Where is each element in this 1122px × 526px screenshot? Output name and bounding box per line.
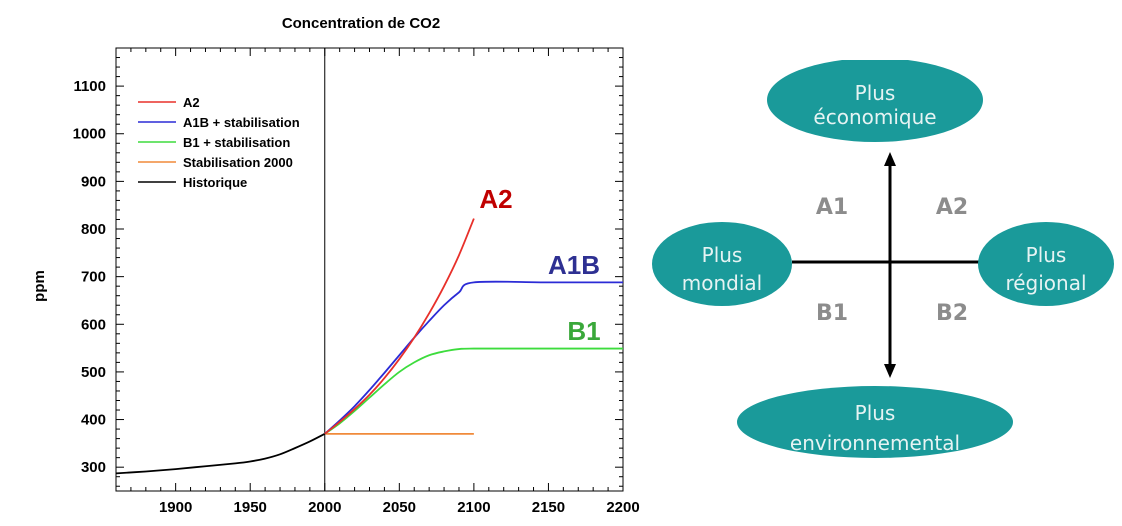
x-axis: 1900 1950 2000 2050 2100 2150 2200 xyxy=(115,48,640,516)
legend-entry: A2 xyxy=(183,95,200,110)
oval-bottom-line1: Plus xyxy=(855,401,896,425)
y-tick-label: 1000 xyxy=(73,126,106,143)
oval-left-line1: Plus xyxy=(702,243,743,267)
x-tick-label: 1900 xyxy=(159,499,192,516)
oval-bottom-shape xyxy=(737,386,1013,458)
quadrant-b2: B2 xyxy=(936,301,968,326)
legend-entry: Stabilisation 2000 xyxy=(183,155,293,170)
series-lines xyxy=(115,218,623,475)
y-tick-label: 300 xyxy=(81,459,106,476)
legend-entry: B1 + stabilisation xyxy=(183,135,290,150)
chart-title: Concentration de CO2 xyxy=(282,15,440,32)
oval-left-line2: mondial xyxy=(682,271,762,295)
y-tick-label: 700 xyxy=(81,269,106,286)
oval-top-line1: Plus xyxy=(855,81,896,105)
series-line-historique xyxy=(115,433,326,475)
oval-right-shape xyxy=(978,222,1114,306)
legend-entry: A1B + stabilisation xyxy=(183,115,300,130)
series-line-a2 xyxy=(324,218,475,435)
y-tick-label: 400 xyxy=(81,412,106,429)
arrow-down-icon xyxy=(884,364,896,378)
x-tick-label: 2100 xyxy=(457,499,490,516)
y-tick-label: 600 xyxy=(81,316,106,333)
series-label-a2: A2 xyxy=(479,184,512,214)
oval-top-shape xyxy=(767,60,983,142)
series-label-a1b: A1B xyxy=(548,250,600,280)
x-tick-label: 2200 xyxy=(606,499,639,516)
oval-top-line2: économique xyxy=(813,105,936,129)
plot-frame xyxy=(115,47,624,492)
y-tick-label: 900 xyxy=(81,173,106,190)
quadrant-a1: A1 xyxy=(816,195,848,220)
scenario-quadrant-diagram: Plus économique Plus environnemental Plu… xyxy=(652,60,1114,458)
y-tick-label: 800 xyxy=(81,221,106,238)
oval-top: Plus économique xyxy=(767,60,983,142)
oval-right-line1: Plus xyxy=(1026,243,1067,267)
legend: A2 A1B + stabilisation B1 + stabilisation S… xyxy=(138,95,300,190)
oval-left-shape xyxy=(652,222,792,306)
oval-left: Plus mondial xyxy=(652,222,792,306)
legend-entry: Historique xyxy=(183,175,247,190)
y-tick-label: 1100 xyxy=(73,78,106,95)
oval-bottom-line2: environnemental xyxy=(790,431,960,455)
quadrant-b1: B1 xyxy=(816,301,848,326)
series-end-labels: A2 A1B B1 xyxy=(479,184,600,346)
quadrant-a2: A2 xyxy=(936,195,968,220)
x-tick-label: 2000 xyxy=(308,499,341,516)
co2-concentration-chart: Concentration de CO2 1900 1950 2000 2050 210… xyxy=(31,15,640,516)
y-tick-label: 500 xyxy=(81,364,106,381)
oval-bottom: Plus environnemental xyxy=(737,386,1013,458)
x-tick-label: 2050 xyxy=(383,499,416,516)
x-tick-label: 1950 xyxy=(234,499,267,516)
oval-right: Plus régional xyxy=(978,222,1114,306)
series-label-b1: B1 xyxy=(567,316,600,346)
y-axis: 300 400 500 600 700 800 900 1000 1100 xyxy=(73,47,623,487)
x-tick-label: 2150 xyxy=(532,499,565,516)
oval-right-line2: régional xyxy=(1005,271,1086,295)
arrow-up-icon xyxy=(884,152,896,166)
series-line-b1-stabilisation xyxy=(324,347,623,435)
y-axis-label: ppm xyxy=(31,270,48,302)
